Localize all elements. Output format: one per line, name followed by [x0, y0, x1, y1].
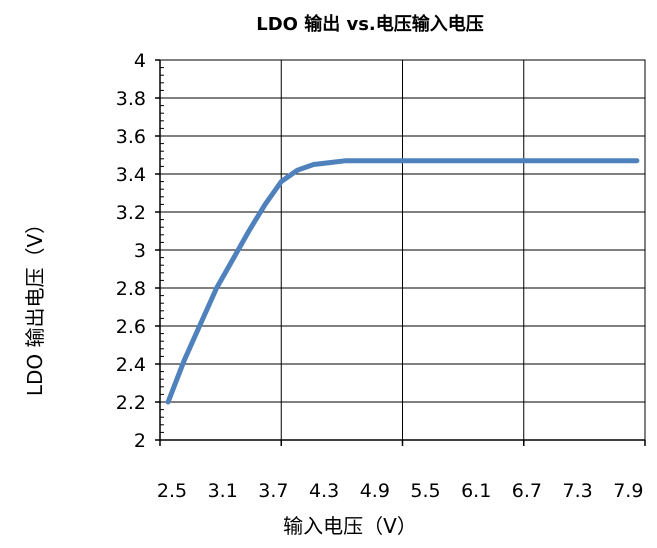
y-tick-label: 3.4: [116, 164, 146, 186]
horizontal-gridlines: [160, 97, 645, 403]
x-tick-label: 7.9: [613, 480, 643, 502]
y-tick-labels: 2 2.2 2.4 2.6 2.8 3 3.2 3.4 3.6 3.8 4: [116, 50, 146, 452]
y-tick-label: 3.2: [116, 202, 146, 224]
y-tick-label: 2.2: [116, 392, 146, 414]
x-tick-label: 5.5: [410, 480, 440, 502]
x-tick-label: 6.7: [512, 480, 542, 502]
series-layer: [165, 158, 640, 405]
x-tick-labels: 2.5 3.1 3.7 4.3 4.9 5.5 6.1 6.7 7.3 7.9: [157, 480, 644, 502]
y-tick-label: 3.8: [116, 88, 146, 110]
y-minor-ticks: [160, 67, 164, 433]
x-axis-label: 输入电压（V）: [283, 514, 417, 538]
x-ticks: [159, 440, 646, 446]
x-tick-label: 7.3: [562, 480, 592, 502]
y-tick-label: 3: [134, 240, 146, 262]
y-major-ticks: [155, 59, 160, 441]
chart-title: LDO 输出 vs.电压输入电压: [256, 13, 484, 35]
x-tick-label: 2.5: [157, 480, 187, 502]
y-tick-label: 2.8: [116, 278, 146, 300]
y-tick-label: 3.6: [116, 126, 146, 148]
y-tick-label: 2.6: [116, 316, 146, 338]
x-tick-label: 4.9: [360, 480, 390, 502]
x-tick-label: 3.7: [258, 480, 288, 502]
y-axis-label: LDO 输出电压（V）: [23, 214, 47, 396]
x-tick-label: 3.1: [208, 480, 238, 502]
series-line: [165, 158, 640, 405]
y-tick-label: 2: [134, 430, 146, 452]
y-tick-label: 2.4: [116, 354, 146, 376]
x-tick-label: 6.1: [461, 480, 491, 502]
y-tick-label: 4: [134, 50, 146, 72]
x-tick-label: 4.3: [309, 480, 339, 502]
